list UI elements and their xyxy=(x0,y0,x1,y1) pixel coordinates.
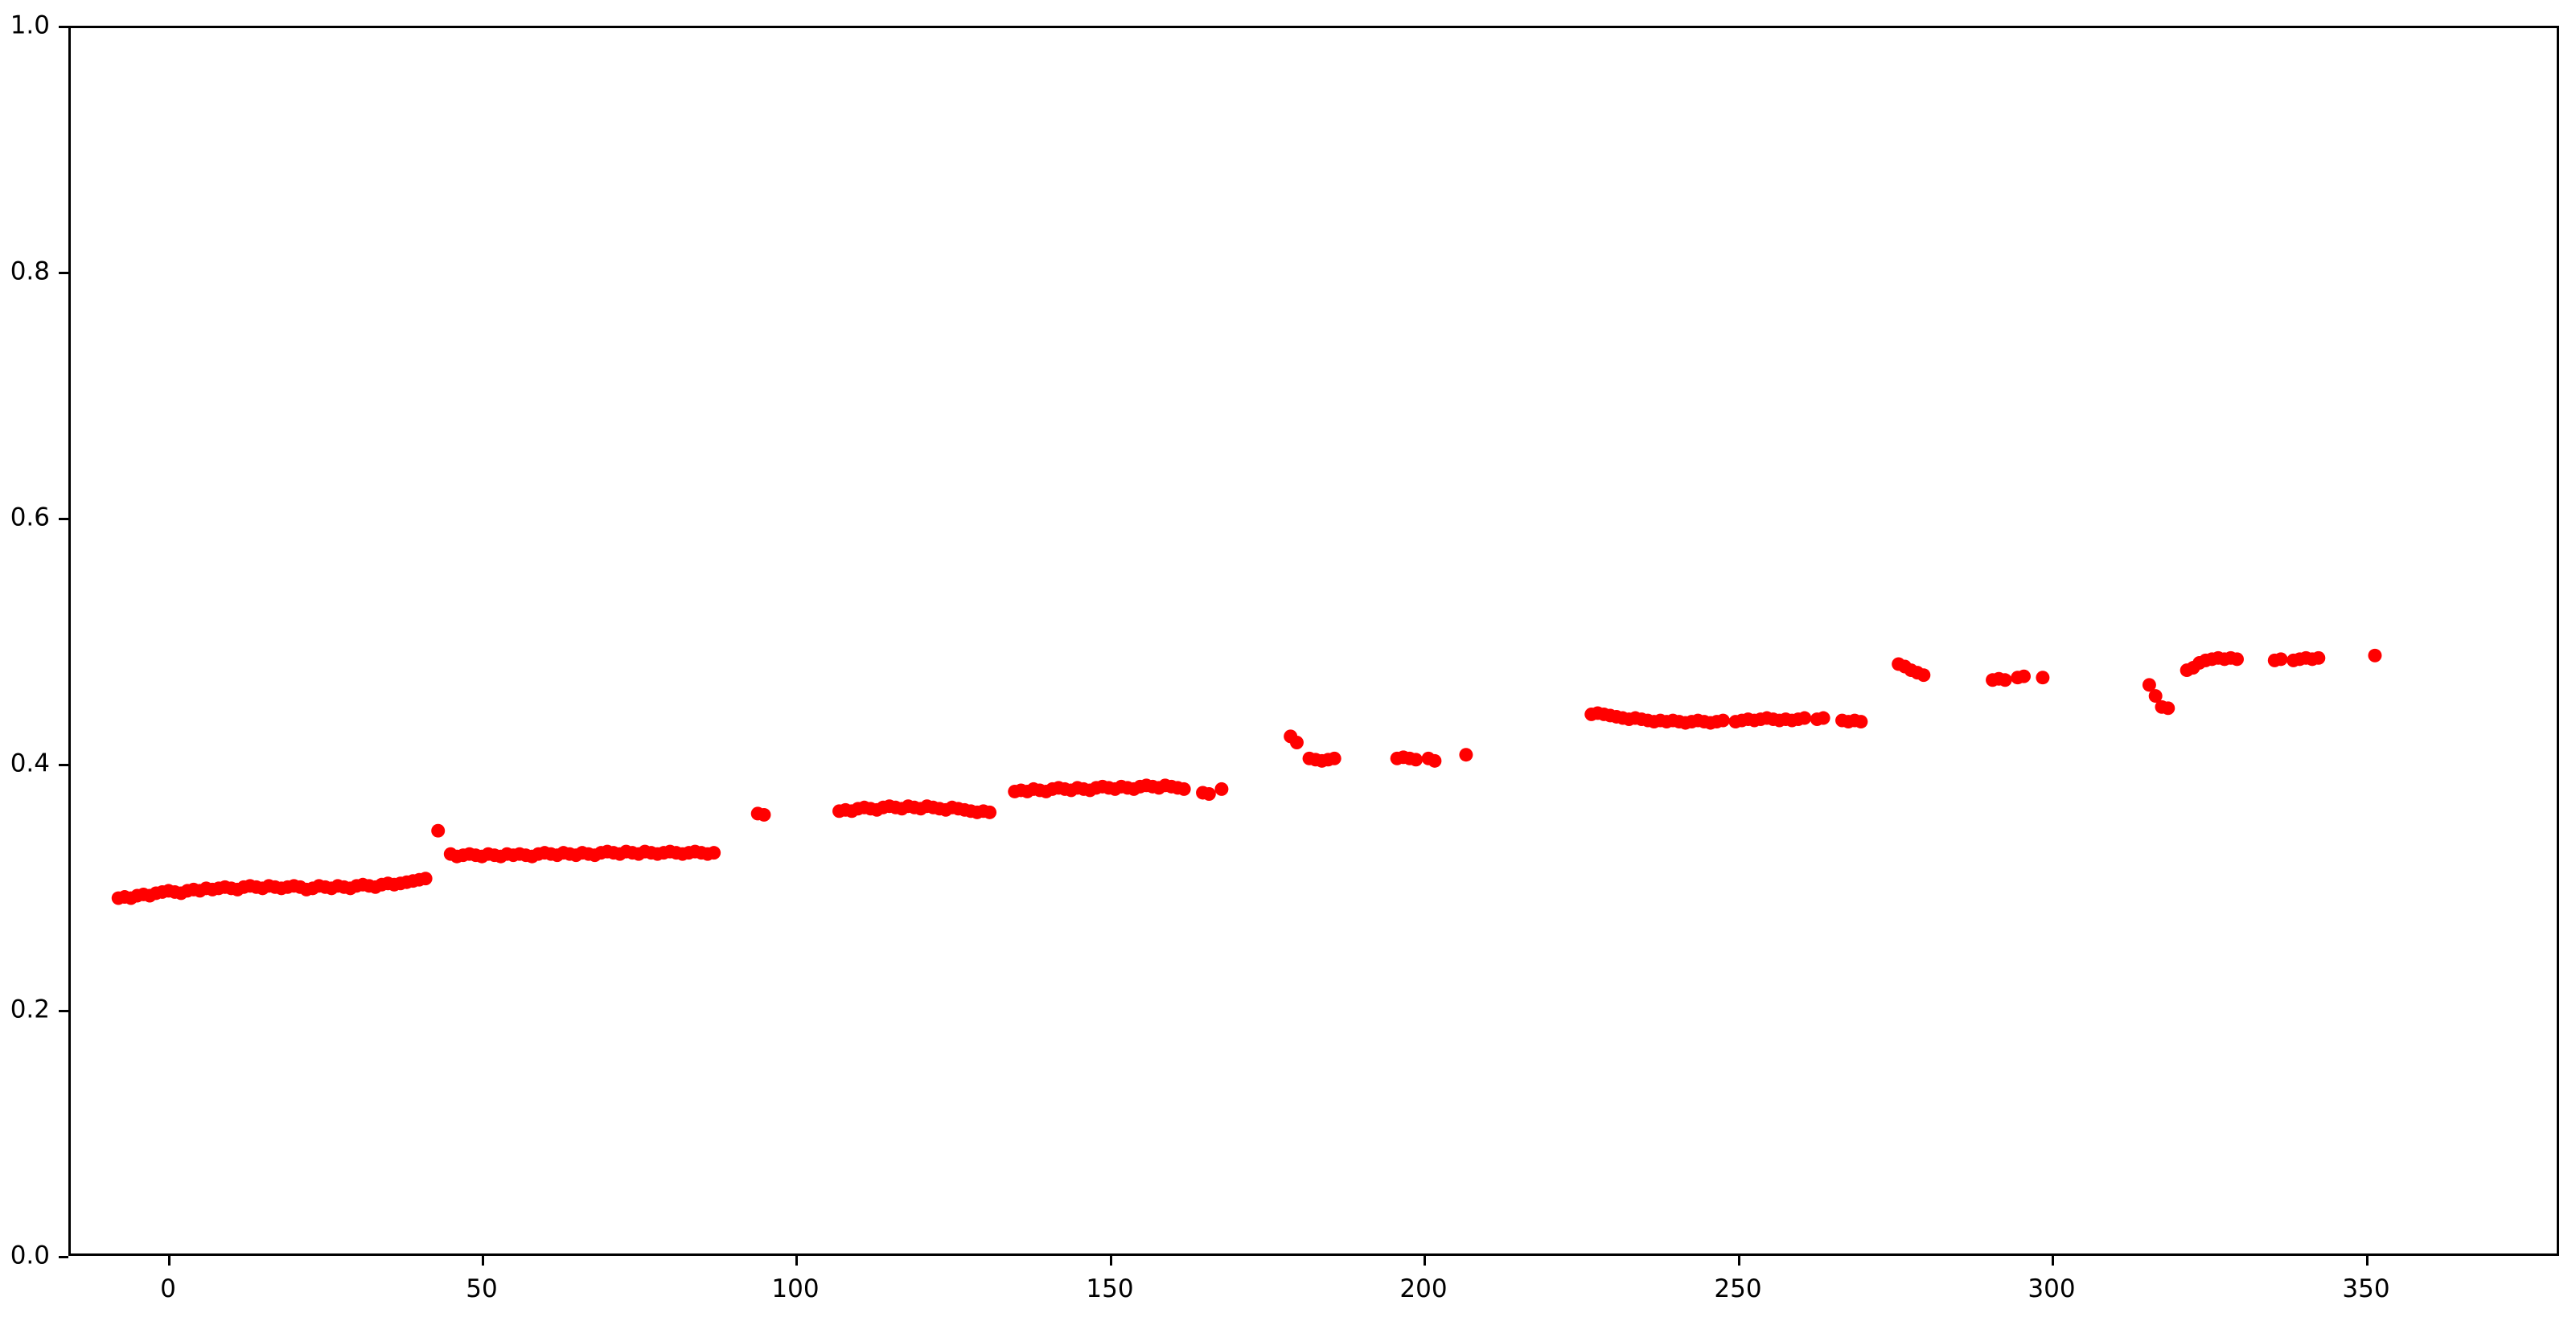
ytick-label-0.0: 0.0 xyxy=(10,1241,50,1270)
ytick-mark-0.0 xyxy=(59,1256,68,1258)
scatter-point xyxy=(1917,668,1931,683)
ytick-label-0.2: 0.2 xyxy=(10,995,50,1024)
scatter-point xyxy=(2311,650,2326,665)
ytick-label-0.6: 0.6 xyxy=(10,503,50,532)
ytick-label-1.0: 1.0 xyxy=(10,10,50,40)
scatter-point xyxy=(1202,787,1216,801)
scatter-point xyxy=(1177,782,1191,796)
scatter-plot-svg xyxy=(111,648,2382,905)
ytick-mark-0.6 xyxy=(59,518,68,520)
ytick-mark-0.4 xyxy=(59,764,68,766)
ytick-mark-0.8 xyxy=(59,272,68,274)
scatter-point xyxy=(1797,711,1812,725)
xtick-label-300: 300 xyxy=(2028,1274,2076,1303)
scatter-point xyxy=(1327,751,1341,765)
scatter-point xyxy=(1816,711,1830,725)
scatter-point xyxy=(1459,748,1473,762)
xtick-label-350: 350 xyxy=(2342,1274,2390,1303)
scatter-point xyxy=(2148,689,2163,704)
scatter-point xyxy=(431,823,446,838)
scatter-point xyxy=(2036,671,2050,685)
xtick-label-150: 150 xyxy=(1086,1274,1134,1303)
scatter-point xyxy=(1854,715,1868,729)
scatter-point xyxy=(1998,673,2012,687)
scatter-point xyxy=(1289,736,1304,749)
scatter-point xyxy=(757,807,771,822)
ytick-label-0.4: 0.4 xyxy=(10,749,50,778)
scatter-point xyxy=(2017,669,2032,683)
scatter-point xyxy=(2161,701,2175,716)
scatter-point xyxy=(2368,648,2382,663)
xtick-mark-150 xyxy=(1110,1256,1112,1266)
xtick-mark-250 xyxy=(1738,1256,1740,1266)
scatter-point xyxy=(2274,652,2288,667)
xtick-mark-0 xyxy=(168,1256,171,1266)
xtick-mark-200 xyxy=(1424,1256,1426,1266)
scatter-point xyxy=(2142,678,2156,692)
scatter-point xyxy=(983,805,997,819)
xtick-mark-50 xyxy=(482,1256,484,1266)
ytick-mark-0.2 xyxy=(59,1010,68,1012)
xtick-label-0: 0 xyxy=(160,1274,176,1303)
scatter-point xyxy=(2230,652,2245,667)
xtick-mark-300 xyxy=(2052,1256,2054,1266)
xtick-label-250: 250 xyxy=(1714,1274,1762,1303)
xtick-label-50: 50 xyxy=(466,1274,498,1303)
xtick-label-100: 100 xyxy=(771,1274,820,1303)
scatter-point xyxy=(418,872,433,886)
ytick-label-0.8: 0.8 xyxy=(10,256,50,286)
scatter-point xyxy=(707,846,721,860)
ytick-mark-1.0 xyxy=(59,26,68,28)
plot-axes-area xyxy=(68,26,2559,1256)
xtick-label-200: 200 xyxy=(1399,1274,1448,1303)
scatter-point xyxy=(1715,713,1730,728)
scatter-point xyxy=(1428,753,1442,768)
xtick-mark-350 xyxy=(2366,1256,2369,1266)
scatter-point xyxy=(1214,782,1229,796)
xtick-mark-100 xyxy=(795,1256,798,1266)
scatter-point xyxy=(1409,753,1424,767)
scatter-series-1 xyxy=(111,648,2382,905)
